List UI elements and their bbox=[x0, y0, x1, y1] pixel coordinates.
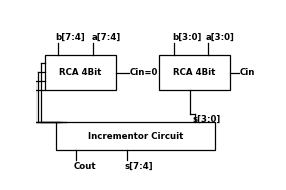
Bar bbox=[159, 55, 230, 90]
Text: Cout: Cout bbox=[74, 162, 96, 171]
Text: Cin: Cin bbox=[240, 68, 255, 77]
Text: b[7:4]: b[7:4] bbox=[56, 33, 86, 42]
Text: RCA 4Bit: RCA 4Bit bbox=[59, 68, 101, 77]
Text: b[3:0]: b[3:0] bbox=[172, 33, 201, 42]
Text: s[7:4]: s[7:4] bbox=[124, 162, 153, 171]
Text: a[7:4]: a[7:4] bbox=[91, 33, 120, 42]
Bar bbox=[45, 55, 116, 90]
Text: Cin=0: Cin=0 bbox=[130, 68, 158, 77]
Text: s[3:0]: s[3:0] bbox=[192, 115, 220, 124]
Text: Incrementor Circuit: Incrementor Circuit bbox=[88, 132, 183, 141]
Bar bbox=[56, 122, 215, 150]
Text: a[3:0]: a[3:0] bbox=[205, 33, 234, 42]
Text: RCA 4Bit: RCA 4Bit bbox=[173, 68, 215, 77]
